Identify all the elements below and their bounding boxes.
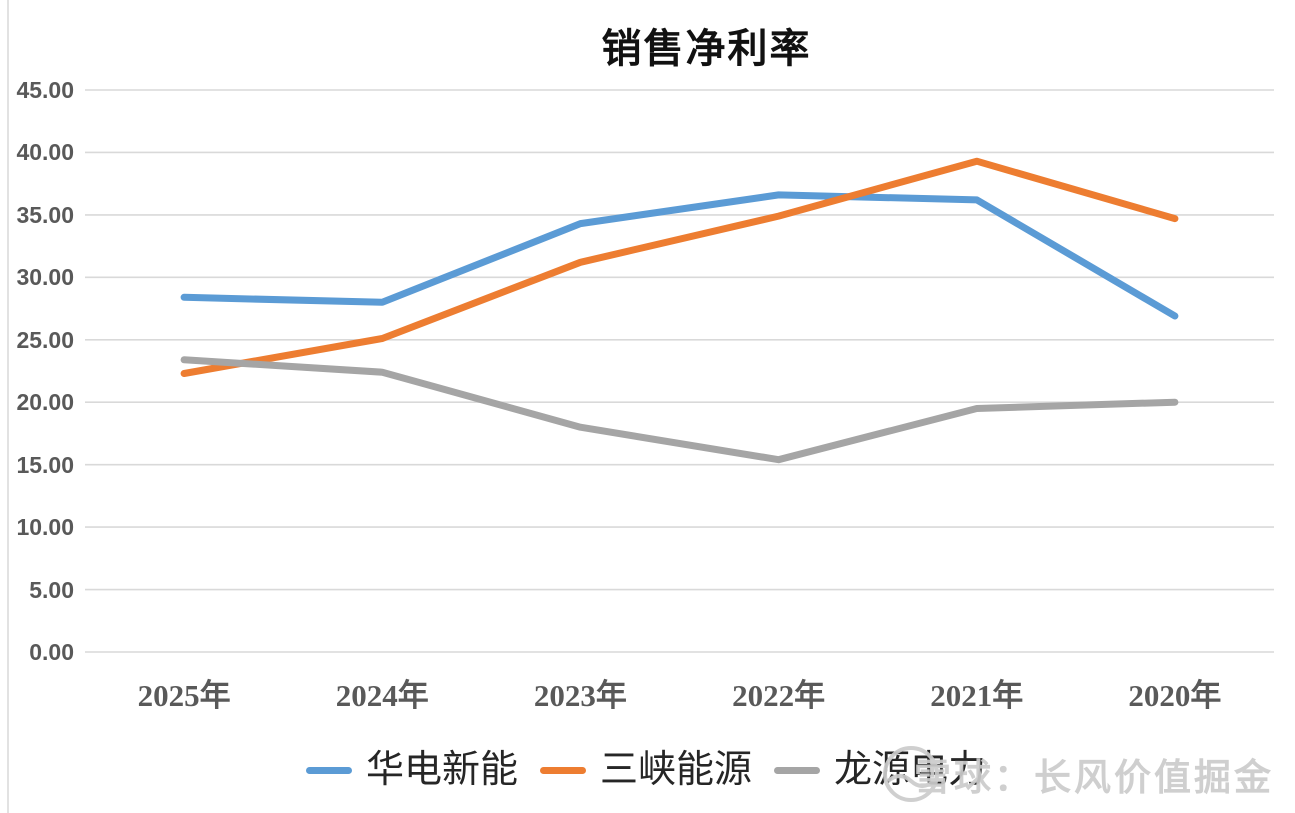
y-tick-label: 25.00 — [16, 326, 74, 353]
series-line-三峡能源 — [180, 157, 1179, 377]
x-tick-label: 2025年 — [137, 678, 231, 713]
chart-left-border — [7, 0, 9, 813]
y-tick-label: 10.00 — [16, 514, 74, 541]
legend-swatch-icon — [540, 766, 587, 774]
legend-label: 华电新能 — [366, 749, 519, 791]
legend-item-龙源电力: 龙源电力 — [774, 741, 986, 799]
legend: 华电新能 三峡能源 龙源电力 — [306, 741, 986, 799]
y-tick-label: 15.00 — [16, 451, 74, 478]
y-tick-label: 20.00 — [16, 389, 74, 416]
y-tick-label: 40.00 — [16, 139, 74, 166]
x-tick-label: 2024年 — [335, 678, 429, 713]
x-tick-label: 2023年 — [533, 678, 627, 713]
y-tick-label: 45.00 — [16, 77, 74, 103]
legend-label: 三峡能源 — [600, 749, 753, 791]
y-tick-label: 30.00 — [16, 264, 74, 291]
y-tick-label: 0.00 — [29, 639, 74, 665]
series-line-龙源电力 — [180, 356, 1179, 464]
y-tick-label: 35.00 — [16, 201, 74, 228]
series-line-华电新能 — [180, 191, 1179, 320]
x-tick-label: 2022年 — [732, 678, 826, 713]
legend-swatch-icon — [774, 766, 821, 774]
legend-item-三峡能源: 三峡能源 — [540, 741, 752, 799]
x-tick-label: 2021年 — [930, 678, 1024, 713]
x-tick-label: 2020年 — [1128, 678, 1222, 713]
legend-label: 龙源电力 — [834, 749, 987, 791]
chart-title: 销售净利率 — [601, 26, 812, 71]
y-tick-label: 5.00 — [29, 576, 74, 603]
legend-item-华电新能: 华电新能 — [306, 741, 518, 799]
legend-swatch-icon — [306, 766, 352, 774]
